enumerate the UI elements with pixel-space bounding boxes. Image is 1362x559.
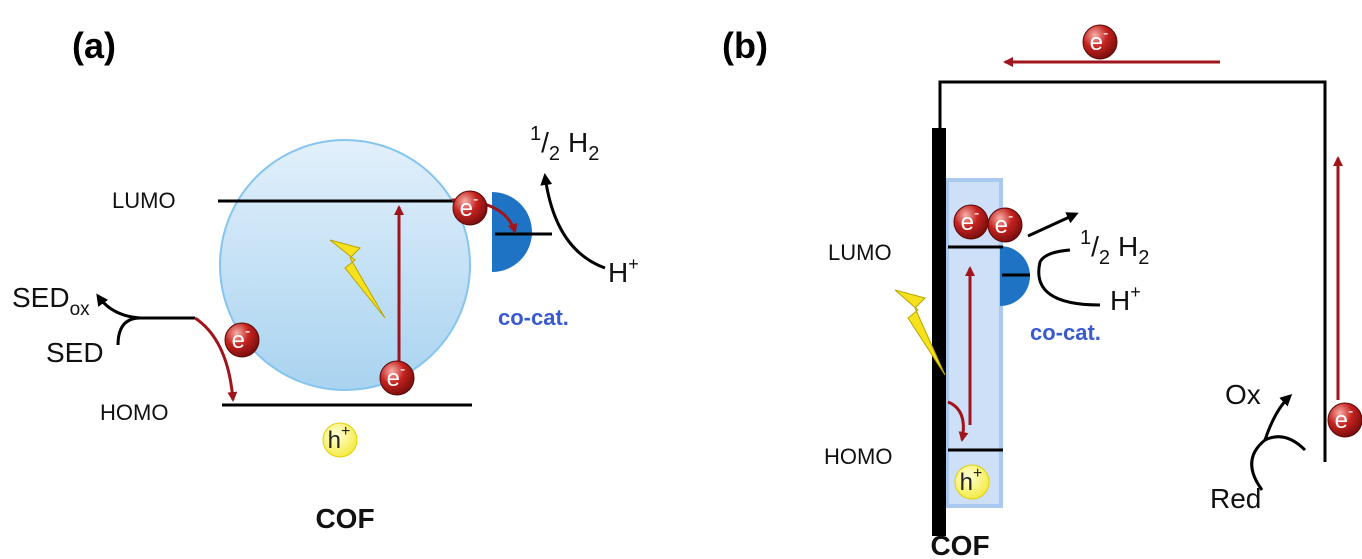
electron: e- (225, 323, 259, 357)
charge: - (245, 323, 250, 340)
electrode (932, 128, 946, 536)
cof-label: COF (315, 503, 374, 534)
red-label: Red (1210, 483, 1261, 514)
charge: - (473, 191, 478, 208)
lumo-label: LUMO (112, 188, 176, 213)
hole: h+ (323, 423, 357, 457)
charge: - (1103, 25, 1108, 42)
cof-particle (220, 140, 470, 390)
symbol: h (960, 469, 973, 496)
lumo-label: LUMO (828, 240, 892, 265)
sed-line (118, 318, 195, 345)
charge: - (1348, 403, 1353, 420)
proton-label: H+ (1110, 282, 1141, 316)
symbol: e (232, 327, 245, 354)
charge: - (1008, 208, 1013, 225)
redox-curve (1252, 437, 1305, 490)
charge: + (341, 423, 350, 440)
homo-label: HOMO (100, 400, 168, 425)
reaction-arrow (545, 176, 605, 268)
electron: e- (954, 205, 988, 239)
transfer-arrow (195, 318, 233, 400)
symbol: e (1090, 29, 1103, 56)
proton-label: H+ (608, 254, 639, 288)
ox-label: Ox (1225, 379, 1261, 410)
sed-arrow (98, 296, 140, 318)
symbol: e (961, 209, 974, 236)
symbol: e (460, 195, 473, 222)
symbol: e (1335, 407, 1348, 434)
charge: + (973, 465, 982, 482)
symbol: e (995, 212, 1008, 239)
redox-arrow (1265, 396, 1290, 440)
diagram: (a) LUMO HOMO 1/2H2 H+ co-cat. SEDox SED… (0, 0, 1362, 559)
electron: e- (988, 208, 1022, 242)
electron: e- (1328, 403, 1362, 437)
cof-label: COF (930, 530, 989, 559)
homo-label: HOMO (824, 444, 892, 469)
sed-ox-label: SEDox (12, 282, 90, 320)
cocat-label: co-cat. (498, 305, 569, 330)
charge: - (974, 205, 979, 222)
sed-label: SED (46, 337, 104, 368)
symbol: h (328, 427, 341, 454)
electron: e- (1083, 25, 1117, 59)
cocat-label: co-cat. (1030, 320, 1101, 345)
charge: - (400, 361, 405, 378)
electron: e- (380, 361, 414, 395)
symbol: e (387, 365, 400, 392)
cocatalyst (492, 192, 532, 272)
panel-label: (b) (722, 25, 768, 66)
hole: h+ (955, 465, 989, 499)
panel-label: (a) (72, 25, 116, 66)
reaction-arrow (1028, 214, 1076, 236)
electron: e- (453, 191, 487, 225)
